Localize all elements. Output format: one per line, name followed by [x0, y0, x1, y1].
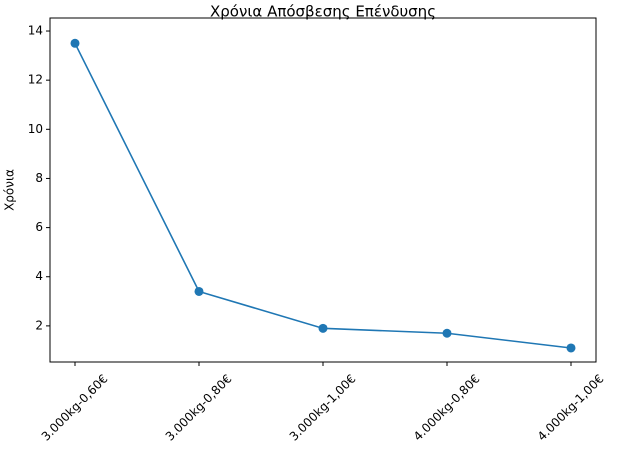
y-tick-label: 10	[28, 122, 43, 136]
chart-title: Χρόνια Απόσβεσης Επένδυσης	[210, 3, 436, 21]
y-tick-label: 8	[35, 171, 43, 185]
marker	[194, 286, 204, 296]
y-tick-label: 14	[28, 24, 43, 38]
y-tick-label: 6	[35, 220, 43, 234]
marker	[318, 323, 328, 333]
y-tick-label: 2	[35, 318, 43, 332]
y-tick-label: 4	[35, 269, 43, 283]
y-tick-label: 12	[28, 73, 43, 87]
marker	[70, 38, 80, 48]
marker	[442, 328, 452, 338]
y-axis-label: Χρόνια	[3, 169, 17, 211]
marker	[566, 343, 576, 353]
